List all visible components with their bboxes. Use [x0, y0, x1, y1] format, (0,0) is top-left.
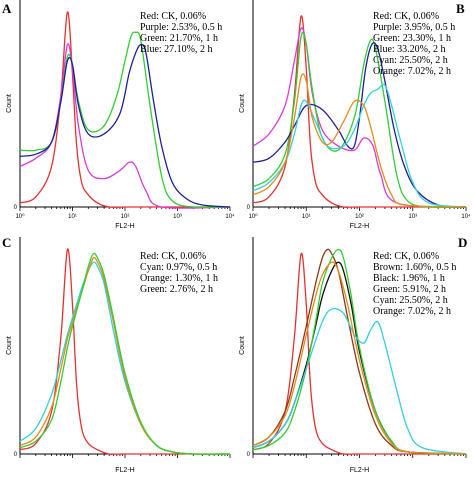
- legend-entry: Red: CK, 0.06%: [140, 251, 206, 262]
- x-axis-title: FL2-H: [115, 223, 134, 230]
- y-axis-title: Count: [239, 336, 246, 355]
- legend-entry: Purple: 2.53%, 0.5 h: [140, 22, 222, 33]
- x-tick-label: 10¹: [302, 214, 311, 220]
- legend-entry: Orange: 7.02%, 2 h: [373, 306, 451, 317]
- x-axis-title: FL2-H: [115, 467, 134, 474]
- y-axis-title: Count: [6, 336, 13, 355]
- legend-entry: Blue: 27.10%, 2 h: [140, 44, 213, 55]
- histogram-curve: [19, 43, 231, 208]
- histogram-curve: [252, 31, 467, 209]
- y-tick-label: 0: [247, 452, 251, 458]
- x-tick-label: 10²: [355, 214, 364, 220]
- legend-entry: Orange: 7.02%, 2 h: [373, 66, 451, 77]
- legend-entry: Green: 5.91%, 2 h: [373, 284, 446, 295]
- panel-a: 10⁰ 10¹ 10² 10³ 10⁴ 0 FL2-H Count A Red: CK, 0.06…: [2, 0, 235, 230]
- y-tick-label: 0: [14, 452, 18, 458]
- histogram-curve: [19, 248, 230, 455]
- x-tick-label: 10²: [121, 214, 130, 220]
- x-tick-label: 10³: [408, 214, 417, 220]
- histogram-curve: [19, 31, 231, 209]
- panel-letter: A: [2, 1, 12, 16]
- legend-entry: Blue: 33.20%, 2 h: [373, 44, 446, 55]
- y-tick-label: 0: [14, 205, 18, 211]
- x-axis-title: FL2-H: [350, 467, 369, 474]
- histogram-curve: [252, 248, 467, 455]
- histogram-curve: [252, 15, 466, 208]
- panel-c: 0 FL2-H Count C Red: CK, 0.06%Cyan: 0.97%, 0…: [2, 235, 231, 474]
- legend-entry: Orange: 1.30%, 1 h: [140, 273, 218, 284]
- panel-letter: C: [2, 235, 11, 250]
- histogram-curve: [19, 43, 231, 209]
- legend-entry: Cyan: 25.50%, 2 h: [373, 55, 448, 66]
- x-tick-label: 10¹: [68, 214, 77, 220]
- legend-entry: Black: 1.96%, 1 h: [373, 273, 445, 284]
- panel-letter: B: [456, 1, 465, 16]
- histogram-curve: [252, 261, 467, 455]
- x-tick-label: 10⁰: [15, 213, 25, 220]
- legend-entry: Red: CK, 0.06%: [140, 11, 206, 22]
- histogram-curve: [19, 252, 231, 455]
- panel-d: 0 FL2-H Count D Red: CK, 0.06%Brown: 1.60%, …: [239, 235, 467, 474]
- panel-b: 10⁰ 10¹ 10² 10³ 10⁴ 0 FL2-H Count B Red: CK, 0.06…: [239, 0, 471, 230]
- histogram-curve: [252, 27, 467, 208]
- legend-entry: Red: CK, 0.06%: [373, 251, 439, 262]
- x-tick-label: 10⁴: [461, 213, 471, 220]
- x-tick-label: 10³: [173, 214, 182, 220]
- histogram-curve: [252, 248, 467, 455]
- legend-entry: Cyan: 25.50%, 2 h: [373, 295, 448, 306]
- y-tick-label: 0: [247, 205, 251, 211]
- x-tick-label: 10⁰: [248, 213, 258, 220]
- legend-entry: Green: 21.70%, 1 h: [140, 33, 218, 44]
- x-tick-label: 10⁴: [225, 213, 235, 220]
- y-axis-title: Count: [239, 94, 246, 113]
- histogram-curve: [19, 11, 230, 208]
- x-axis-title: FL2-H: [350, 223, 369, 230]
- legend-entry: Brown: 1.60%, 0.5 h: [373, 262, 456, 273]
- y-axis-title: Count: [6, 94, 13, 113]
- legend-entry: Cyan: 0.97%, 0.5 h: [140, 262, 217, 273]
- legend-entry: Green: 23.30%, 1 h: [373, 33, 451, 44]
- legend-entry: Purple: 3.95%, 0.5 h: [373, 22, 455, 33]
- legend-entry: Red: CK, 0.06%: [373, 11, 439, 22]
- histogram-curve: [252, 73, 467, 208]
- legend-entry: Green: 2.76%, 2 h: [140, 284, 213, 295]
- panel-letter: D: [458, 235, 467, 250]
- histogram-curve: [252, 83, 467, 208]
